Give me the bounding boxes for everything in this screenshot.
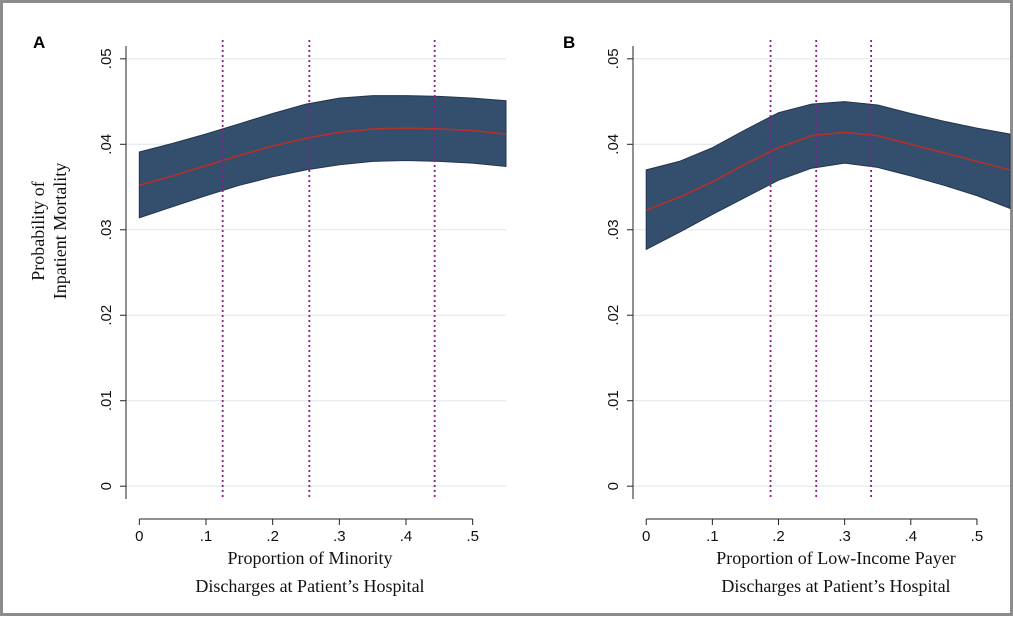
panel-a-x-tick-label: .1 [200,528,213,545]
panel-b-x-tick-label: .2 [772,528,785,545]
panel-a-y-tick-label: 0 [98,482,115,490]
panel-a-x-title-line-2: Discharges at Patient’s Hospital [195,576,424,596]
panel-b-x-tick-label: 0 [642,528,650,545]
panel-a-x-tick-label: .4 [400,528,413,545]
chart-figure: A 0 .01 .02 .03 .04 .05 0 .1 .2 .3 .4 .5 Proportion o… [28,33,1011,596]
panel-b: B 0 .01 .02 .03 .04 .05 0 .1 .2 .3 .4 .5 Proportion o… [563,33,1011,596]
panel-a-estimate-line [139,127,507,187]
panel-a-y-tick-label: .03 [98,219,115,240]
panel-a-x-tick-label: .3 [333,528,346,545]
panel-a-label: A [33,33,45,52]
panel-a-y-tick-label: .05 [98,48,115,69]
panel-a-y-tick-label: .01 [98,390,115,411]
panel-b-y-tick-label: .05 [605,48,622,69]
panel-b-y-tick-label: .01 [605,390,622,411]
panel-b-x-tick-label: .3 [838,528,851,545]
panel-a-x-tick-label: 0 [135,528,143,545]
y-axis-title-line-2: Inpatient Mortality [50,163,70,299]
panel-b-x-title-line-2: Discharges at Patient’s Hospital [721,576,950,596]
panel-b-y-tick-label: .03 [605,219,622,240]
panel-b-x-tick-label: .1 [706,528,719,545]
panel-b-x-title-line-1: Proportion of Low-Income Payer [716,548,955,568]
panel-b-y-tick-label: .04 [605,134,622,155]
y-axis-title-line-1: Probability of [28,181,48,281]
panel-a-confidence-band [138,95,507,219]
panel-b-estimate-line [645,131,1011,211]
panel-a-x-tick-label: .2 [266,528,279,545]
panel-b-x-tick-label: .5 [971,528,984,545]
panel-a-y-tick-label: .02 [98,305,115,326]
panel-a-x-title-line-1: Proportion of Minority [228,548,393,568]
panel-a: A 0 .01 .02 .03 .04 .05 0 .1 .2 .3 .4 .5 Proportion o… [33,33,507,596]
panel-b-y-tick-label: .02 [605,305,622,326]
panel-a-y-tick-label: .04 [98,134,115,155]
y-axis-title: Probability of Inpatient Mortality [28,163,70,299]
panel-a-x-tick-label: .5 [466,528,479,545]
panel-b-y-tick-label: 0 [605,482,622,490]
panel-b-label: B [563,33,575,52]
panel-b-confidence-band [645,101,1011,251]
panel-b-x-tick-label: .4 [905,528,918,545]
